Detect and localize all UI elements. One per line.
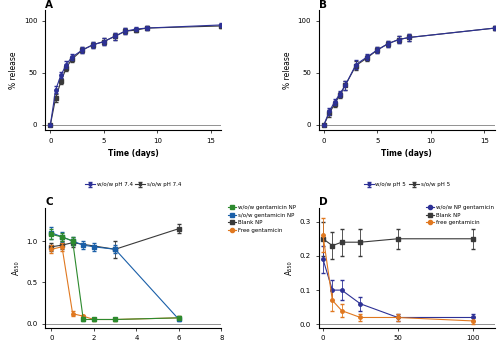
- Y-axis label: % release: % release: [283, 51, 292, 89]
- Text: A: A: [45, 0, 53, 10]
- Y-axis label: A₅₅₀: A₅₅₀: [285, 260, 294, 275]
- Legend: w/o/w pH 5, s/o/w pH 5: w/o/w pH 5, s/o/w pH 5: [362, 180, 452, 190]
- Legend: w/o/w pH 7.4, s/o/w pH 7.4: w/o/w pH 7.4, s/o/w pH 7.4: [83, 180, 184, 190]
- Text: D: D: [318, 197, 327, 207]
- Text: B: B: [318, 0, 326, 10]
- Text: C: C: [45, 197, 52, 207]
- Y-axis label: A₅₅₀: A₅₅₀: [12, 260, 20, 275]
- Legend: w/o/w NP gentamicin, Blank NP, free gentamicin: w/o/w NP gentamicin, Blank NP, free gent…: [426, 205, 494, 225]
- X-axis label: Time (days): Time (days): [108, 149, 158, 158]
- Y-axis label: % release: % release: [10, 51, 18, 89]
- Legend: w/o/w gentamicin NP, s/o/w gentamicin NP, Blank NP, Free gentamicin: w/o/w gentamicin NP, s/o/w gentamicin NP…: [228, 205, 296, 233]
- X-axis label: Time (days): Time (days): [382, 149, 432, 158]
